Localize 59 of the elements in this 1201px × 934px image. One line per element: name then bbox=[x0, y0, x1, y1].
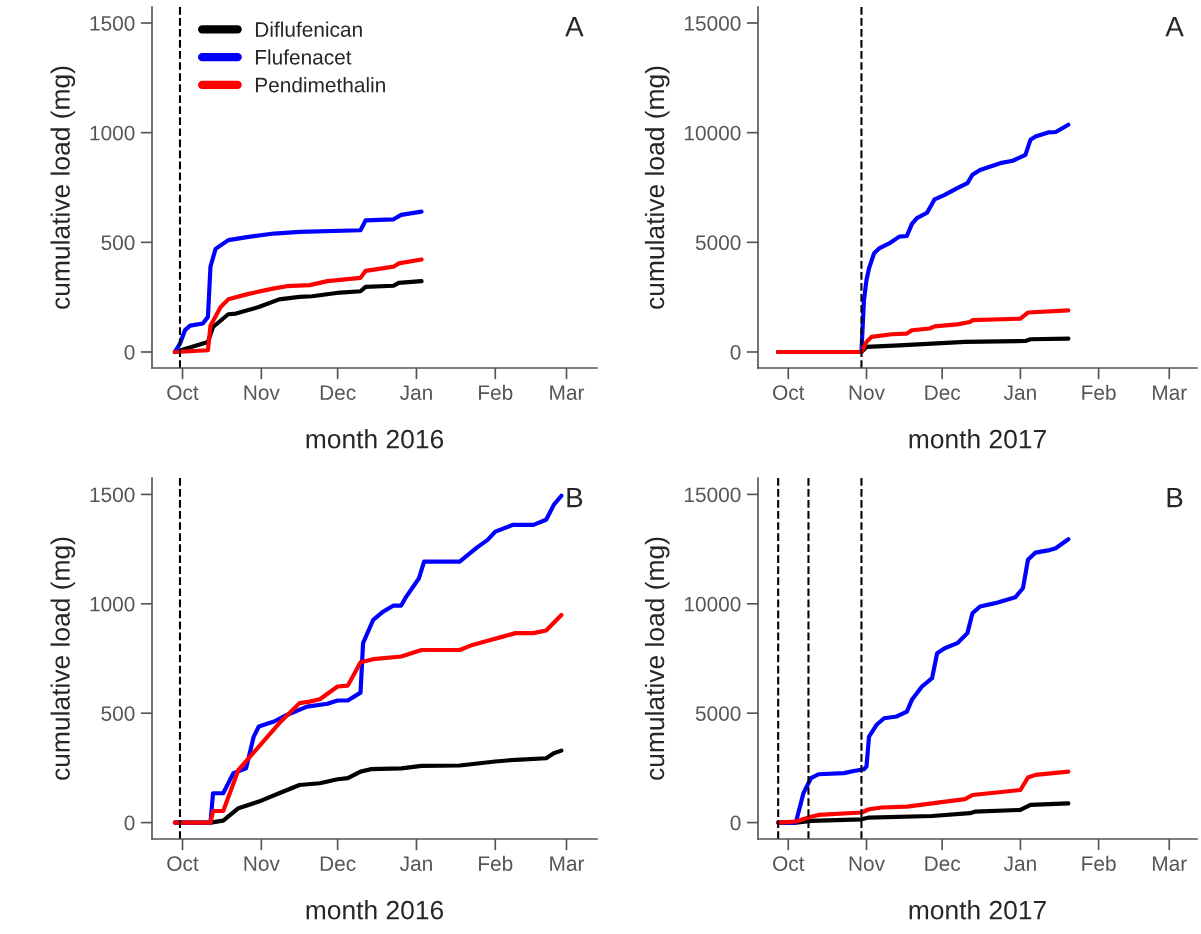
annotation: A bbox=[1165, 17, 1184, 37]
x-tick-label: Feb bbox=[479, 855, 513, 871]
line-series bbox=[172, 612, 564, 825]
x-tick-label: Mar bbox=[550, 385, 585, 400]
x-tick-label: Nov bbox=[244, 385, 280, 400]
x-tick-label: Mar bbox=[550, 856, 585, 871]
y-axis-title: cumulative load (mg) bbox=[50, 537, 76, 780]
legend-label: Diflufenican bbox=[255, 21, 362, 37]
x-tick-label: Nov bbox=[849, 856, 885, 871]
line-series bbox=[776, 308, 1071, 355]
x-tick-label: Dec bbox=[320, 385, 356, 400]
y-tick-label: 0 bbox=[730, 815, 741, 831]
x-tick-label: Jan bbox=[1003, 385, 1036, 400]
y-tick-label: 10000 bbox=[685, 125, 741, 141]
y-tick-label: 15000 bbox=[685, 16, 741, 31]
y-axis-title: cumulative load (mg) bbox=[644, 537, 670, 780]
x-tick-label: Feb bbox=[1082, 384, 1116, 400]
y-tick-label: 0 bbox=[730, 344, 741, 360]
x-axis-title: month 2016 bbox=[306, 900, 444, 920]
x-tick-label: Dec bbox=[925, 856, 961, 871]
x-tick-label: Nov bbox=[244, 856, 280, 871]
x-tick-label: Dec bbox=[320, 856, 356, 871]
y-tick-label: 15000 bbox=[685, 487, 741, 503]
y-tick-label: 0 bbox=[124, 344, 135, 360]
y-axis-title: cumulative load (mg) bbox=[644, 66, 670, 309]
x-tick-label: Jan bbox=[399, 856, 432, 871]
y-tick-label: 5000 bbox=[695, 706, 741, 721]
x-tick-label: Feb bbox=[479, 384, 513, 400]
x-axis-title: month 2017 bbox=[909, 900, 1046, 920]
x-tick-label: Jan bbox=[1003, 856, 1036, 871]
x-tick-label: Oct bbox=[167, 856, 199, 871]
y-tick-label: 500 bbox=[101, 706, 135, 721]
y-tick-label: 1000 bbox=[90, 596, 135, 612]
y-tick-label: 1000 bbox=[90, 125, 135, 141]
x-tick-label: Mar bbox=[1153, 856, 1187, 871]
line-series bbox=[776, 769, 1071, 825]
legend-label: Flufenacet bbox=[255, 49, 352, 65]
y-tick-label: 500 bbox=[101, 235, 135, 251]
x-tick-label: Feb bbox=[1082, 855, 1116, 871]
x-tick-label: Nov bbox=[849, 385, 885, 400]
annotation: B bbox=[567, 488, 583, 508]
y-tick-label: 0 bbox=[124, 815, 135, 831]
annotation: B bbox=[1167, 488, 1183, 508]
x-tick-label: Oct bbox=[773, 856, 805, 871]
y-tick-label: 10000 bbox=[685, 596, 741, 612]
x-axis-title: month 2016 bbox=[306, 429, 444, 449]
legend-label: Pendimethalin bbox=[255, 77, 385, 93]
x-tick-label: Dec bbox=[925, 385, 961, 400]
y-tick-label: 1500 bbox=[90, 16, 135, 31]
x-tick-label: Mar bbox=[1153, 385, 1187, 400]
y-tick-label: 5000 bbox=[695, 235, 741, 251]
x-axis-title: month 2017 bbox=[909, 429, 1046, 449]
x-tick-label: Oct bbox=[773, 385, 805, 400]
y-tick-label: 1500 bbox=[90, 487, 135, 503]
line-series bbox=[172, 257, 424, 355]
annotation: A bbox=[565, 17, 584, 37]
y-axis-title: cumulative load (mg) bbox=[50, 66, 76, 309]
x-tick-label: Jan bbox=[399, 385, 432, 400]
x-tick-label: Oct bbox=[167, 385, 199, 400]
